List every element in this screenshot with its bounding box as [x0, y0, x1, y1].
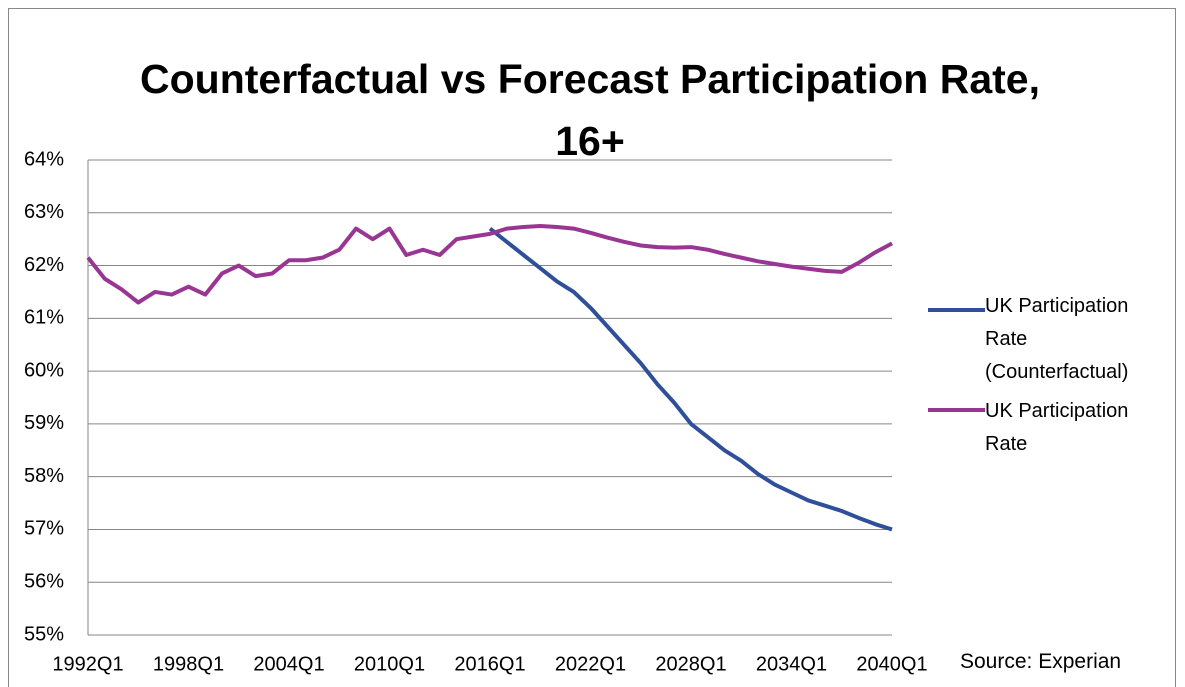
y-tick-label: 64%	[24, 148, 64, 170]
chart-frame	[8, 8, 1176, 687]
y-tick-label: 56%	[24, 571, 64, 593]
source-note: Source: Experian	[960, 650, 1122, 673]
x-tick-label: 1998Q1	[153, 653, 224, 675]
x-tick-label: 1992Q1	[52, 653, 123, 675]
y-tick-label: 61%	[24, 307, 64, 329]
x-tick-label: 2028Q1	[655, 653, 726, 675]
x-tick-label: 2022Q1	[555, 653, 626, 675]
series-line	[488, 227, 893, 532]
x-tick-label: 2004Q1	[253, 653, 324, 675]
y-tick-label: 60%	[24, 359, 64, 381]
y-tick-label: 57%	[24, 518, 64, 540]
x-tick-label: 2040Q1	[856, 653, 927, 675]
legend-entry: UK Participation Rate	[985, 400, 1129, 455]
legend-entry: UK Participation Rate (Counterfactual)	[985, 295, 1129, 383]
x-tick-label: 2010Q1	[354, 653, 425, 675]
y-tick-label: 58%	[24, 465, 64, 487]
y-tick-label: 59%	[24, 412, 64, 434]
y-tick-label: 55%	[24, 623, 64, 645]
chart-title: Counterfactual vs Forecast Participation…	[140, 56, 1040, 164]
x-tick-label: 2016Q1	[454, 653, 525, 675]
series-line	[86, 223, 893, 305]
y-tick-label: 62%	[24, 254, 64, 276]
y-tick-label: 63%	[24, 201, 64, 223]
x-tick-label: 2034Q1	[756, 653, 827, 675]
